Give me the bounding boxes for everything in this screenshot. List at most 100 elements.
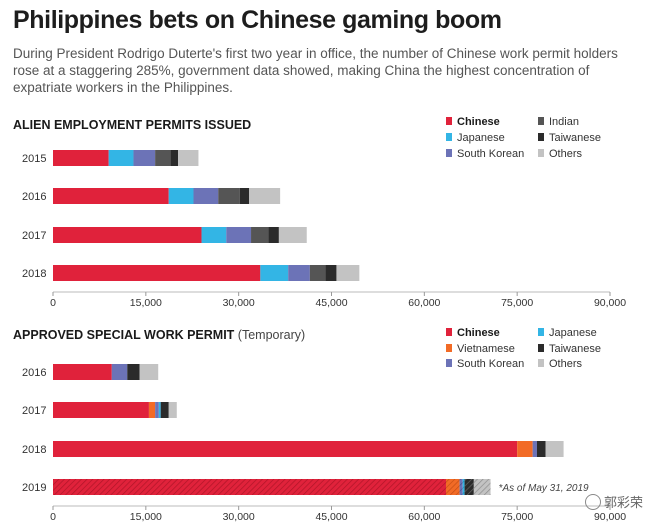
x-tick-label: 30,000 xyxy=(223,297,255,309)
x-tick-label: 60,000 xyxy=(408,297,440,309)
bar-segment-indian xyxy=(309,265,326,281)
bar-segment-south-korean xyxy=(133,150,156,166)
x-tick-label: 45,000 xyxy=(315,511,347,523)
legend-swatch xyxy=(446,328,452,336)
x-tick-label: 75,000 xyxy=(501,297,533,309)
legend-swatch xyxy=(538,344,544,352)
bar-segment-chinese xyxy=(53,364,112,380)
legend-label: South Korean xyxy=(457,148,524,160)
bar-segment-vietnamese xyxy=(517,441,533,457)
bar-segment-chinese xyxy=(53,441,518,457)
bar-segment-south-korean xyxy=(193,188,219,204)
bar-segment-chinese xyxy=(53,150,109,166)
bar-segment-others xyxy=(473,479,491,495)
x-tick-label: 90,000 xyxy=(594,511,626,523)
bar-segment-others xyxy=(139,364,159,380)
chart-note: *As of May 31, 2019 xyxy=(499,483,589,494)
bar-segment-south-korean xyxy=(226,227,252,243)
y-category-label: 2015 xyxy=(22,153,46,165)
legend-label: Japanese xyxy=(549,327,597,339)
bar-segment-chinese xyxy=(53,265,261,281)
bar-segment-taiwanese xyxy=(160,402,169,418)
bar-segment-south-korean xyxy=(288,265,310,281)
bar-segment-japanese xyxy=(108,150,134,166)
legend-swatch xyxy=(538,117,544,125)
bar-segment-others xyxy=(168,402,177,418)
legend-swatch xyxy=(538,359,544,367)
bar-segment-chinese xyxy=(53,227,202,243)
bar-segment-taiwanese xyxy=(536,441,546,457)
chart-2: APPROVED SPECIAL WORK PERMIT (Temporary)… xyxy=(13,327,626,523)
x-tick-label: 75,000 xyxy=(501,511,533,523)
legend-label: South Korean xyxy=(457,358,524,370)
legend-swatch xyxy=(538,133,544,141)
y-category-label: 2018 xyxy=(22,268,46,280)
bar-segment-indian xyxy=(218,188,240,204)
bar-segment-south-korean xyxy=(459,479,463,495)
bar-segment-indian xyxy=(251,227,269,243)
bar-segment-vietnamese xyxy=(445,479,460,495)
chart-title-sub: (Temporary) xyxy=(234,328,305,342)
y-category-label: 2017 xyxy=(22,230,46,242)
bar-segment-taiwanese xyxy=(127,364,140,380)
bar-segment-chinese xyxy=(53,402,149,418)
legend-label: Taiwanese xyxy=(549,132,601,144)
bar-segment-japanese xyxy=(260,265,289,281)
y-category-label: 2018 xyxy=(22,444,46,456)
legend-swatch xyxy=(446,359,452,367)
y-category-label: 2017 xyxy=(22,405,46,417)
bar-segment-indian xyxy=(155,150,171,166)
y-category-label: 2019 xyxy=(22,482,46,494)
legend-swatch xyxy=(446,117,452,125)
legend-label: Others xyxy=(549,148,583,160)
bar-segment-others xyxy=(545,441,564,457)
bar-segment-others xyxy=(178,150,199,166)
x-tick-label: 30,000 xyxy=(223,511,255,523)
legend-label: Others xyxy=(549,358,583,370)
legend-label: Indian xyxy=(549,116,579,128)
legend-label: Chinese xyxy=(457,116,500,128)
wechat-icon xyxy=(584,494,601,510)
bar-segment-japanese xyxy=(462,479,465,495)
bar-segment-south-korean xyxy=(111,364,128,380)
bar-segment-taiwanese xyxy=(325,265,337,281)
bar-segment-south-korean xyxy=(155,402,159,418)
watermark-text: 郭彩荣 xyxy=(603,496,643,511)
bar-segment-japanese xyxy=(158,402,161,418)
bar-segment-south-korean xyxy=(532,441,537,457)
x-tick-label: 90,000 xyxy=(594,297,626,309)
chart-title-main: APPROVED SPECIAL WORK PERMIT xyxy=(13,328,235,342)
x-tick-label: 0 xyxy=(50,511,56,523)
legend-swatch xyxy=(538,328,544,336)
x-tick-label: 45,000 xyxy=(315,297,347,309)
bar-segment-chinese xyxy=(53,188,169,204)
bar-segment-others xyxy=(249,188,281,204)
legend-swatch xyxy=(446,149,452,157)
bar-segment-taiwanese xyxy=(268,227,279,243)
legend-label: Vietnamese xyxy=(457,343,515,355)
watermark: 郭彩荣 xyxy=(584,492,643,511)
legend-swatch xyxy=(446,133,452,141)
x-tick-label: 15,000 xyxy=(130,511,162,523)
bar-segment-chinese xyxy=(53,479,446,495)
chart-title-main: ALIEN EMPLOYMENT PERMITS ISSUED xyxy=(13,118,251,132)
page-title: Philippines bets on Chinese gaming boom xyxy=(13,6,502,34)
y-category-label: 2016 xyxy=(22,367,46,379)
bar-segment-japanese xyxy=(201,227,227,243)
y-category-label: 2016 xyxy=(22,191,46,203)
chart-title: APPROVED SPECIAL WORK PERMIT (Temporary) xyxy=(13,328,305,342)
legend-swatch xyxy=(538,149,544,157)
page-subtitle: During President Rodrigo Duterte's first… xyxy=(13,46,618,95)
bar-segment-vietnamese xyxy=(148,402,156,418)
bar-segment-others xyxy=(336,265,360,281)
x-tick-label: 60,000 xyxy=(408,511,440,523)
bar-segment-others xyxy=(278,227,307,243)
x-tick-label: 0 xyxy=(50,297,56,309)
bar-segment-japanese xyxy=(168,188,194,204)
legend-label: Japanese xyxy=(457,132,505,144)
bar-segment-taiwanese xyxy=(464,479,474,495)
legend-swatch xyxy=(446,344,452,352)
bar-segment-taiwanese xyxy=(170,150,179,166)
legend-label: Taiwanese xyxy=(549,343,601,355)
